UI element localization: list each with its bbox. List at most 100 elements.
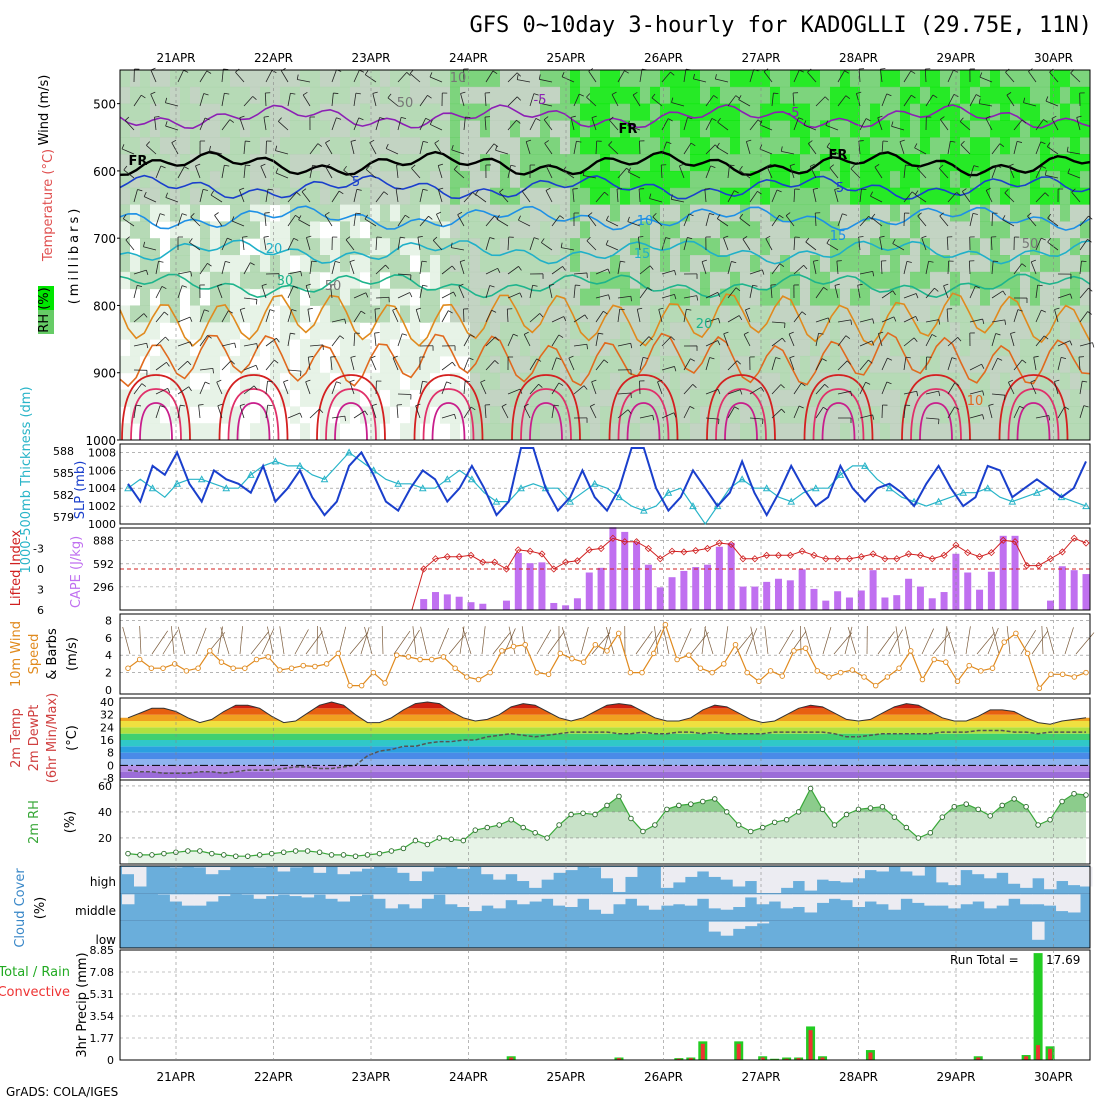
y-tick-label-pressure: 600	[93, 165, 116, 179]
wind10-marker	[837, 669, 844, 676]
upper-wind-barb	[545, 166, 553, 179]
rh-shading-cell	[580, 322, 590, 340]
rh-shading-cell	[570, 288, 580, 306]
upper-wind-barb	[306, 235, 312, 238]
upper-wind-barb	[198, 404, 204, 406]
rh-shading-cell	[970, 221, 980, 239]
rh-shading-cell	[600, 389, 610, 407]
lifted-index-marker	[420, 565, 428, 573]
rh-shading-cell	[390, 271, 400, 290]
rh-shading-cell	[530, 204, 540, 222]
x-tick-label-top: 26APR	[644, 51, 683, 65]
upper-wind-barb	[141, 383, 147, 387]
rh-shading-cell	[560, 204, 570, 222]
cloud-gap-low	[732, 921, 746, 929]
rh-shading-cell	[410, 86, 420, 105]
upper-wind-barb	[190, 213, 195, 218]
upper-wind-barb	[240, 307, 246, 310]
upper-wind-barb	[671, 102, 685, 107]
y-tick-label-slp: 1004	[88, 482, 116, 495]
upper-wind-barb	[903, 337, 915, 347]
upper-wind-barb	[639, 287, 648, 299]
rh-shading-cell	[850, 288, 860, 306]
cape-bar	[1011, 535, 1019, 610]
upper-wind-barb	[364, 218, 377, 227]
upper-wind-barb	[484, 93, 487, 107]
rh-shading-cell	[550, 103, 560, 121]
precip-convective-bar	[820, 1057, 825, 1060]
cape-bar	[881, 597, 889, 610]
contour-label: 5	[836, 181, 844, 196]
rh-shading-cell	[1000, 86, 1010, 105]
upper-wind-barb	[810, 163, 815, 167]
upper-wind-barb	[938, 319, 941, 325]
rh-shading-cell	[1030, 137, 1040, 155]
rh-shading-cell	[620, 137, 630, 155]
rh-shading-cell	[870, 423, 880, 441]
rh-shading-cell	[410, 120, 420, 138]
upper-wind-barb	[364, 214, 368, 220]
rh-shading-cell	[960, 221, 970, 239]
rh-shading-cell	[840, 170, 850, 189]
rh-shading-cell	[930, 406, 940, 424]
rh-shading-cell	[510, 389, 520, 407]
upper-wind-barb	[636, 309, 641, 323]
rh-shading-cell	[840, 271, 850, 290]
rh-shading-cell	[180, 103, 190, 121]
rh-shading-cell	[280, 170, 290, 189]
rh-shading-cell	[300, 70, 310, 88]
cloud-gap-high	[553, 867, 566, 873]
thickness-marker	[124, 484, 132, 492]
rh-shading-cell	[540, 423, 550, 441]
wind10-barb	[338, 626, 347, 655]
upper-wind-barb	[207, 262, 212, 267]
rh-shading-cell	[210, 339, 220, 357]
y-tick-label-rh2m: 60	[98, 780, 112, 793]
cape-bar	[656, 587, 664, 610]
y-label-wind10-unit: (m/s)	[65, 637, 80, 671]
cloud-gap-middle	[636, 894, 650, 906]
rh-shading-cell	[640, 137, 650, 155]
rh2m-band	[128, 788, 1086, 812]
rh-shading-cell	[880, 103, 890, 121]
cloud-gap-middle	[1032, 894, 1045, 905]
rh-shading-cell	[300, 204, 310, 222]
upper-wind-barb	[1044, 170, 1047, 176]
rh-shading-cell	[250, 221, 260, 239]
rh-shading-cell	[910, 423, 920, 441]
rh-shading-cell	[820, 288, 830, 306]
upper-wind-barb	[349, 261, 355, 275]
rh-shading-cell	[430, 187, 440, 206]
upper-wind-barb	[687, 117, 693, 120]
rh-shading-cell	[950, 389, 960, 407]
rh-shading-cell	[610, 137, 620, 155]
rh-shading-cell	[630, 70, 640, 88]
rh-shading-cell	[360, 238, 370, 256]
upper-wind-barb	[651, 93, 656, 99]
rh-shading-cell	[440, 137, 450, 155]
rh-shading-cell	[830, 154, 840, 172]
x-tick-label-top: 21APR	[156, 51, 195, 65]
rh-shading-cell	[410, 187, 420, 206]
upper-wind-barb	[177, 386, 189, 395]
upper-wind-barb	[1054, 309, 1059, 323]
upper-wind-barb	[893, 316, 897, 322]
y-label-minmax: (6hr Min/Max)	[45, 693, 60, 783]
rh-shading-cell	[130, 389, 140, 407]
rh-shading-cell	[700, 86, 710, 105]
rh-shading-cell	[1000, 255, 1010, 273]
upper-wind-barb	[309, 261, 313, 275]
cloud-gap-high	[612, 867, 626, 892]
upper-wind-barb	[325, 142, 333, 155]
rh-shading-cell	[680, 339, 690, 357]
upper-wind-barb	[375, 296, 390, 299]
rh-shading-cell	[160, 423, 170, 441]
rh-shading-cell	[200, 339, 210, 357]
upper-wind-barb	[544, 143, 553, 155]
upper-wind-barb	[507, 96, 518, 107]
wind10-marker	[218, 659, 225, 665]
upper-wind-barb	[1047, 146, 1059, 155]
rh-shading-cell	[730, 137, 740, 155]
rh-shading-cell	[600, 86, 610, 105]
rh-shading-cell	[650, 103, 660, 121]
